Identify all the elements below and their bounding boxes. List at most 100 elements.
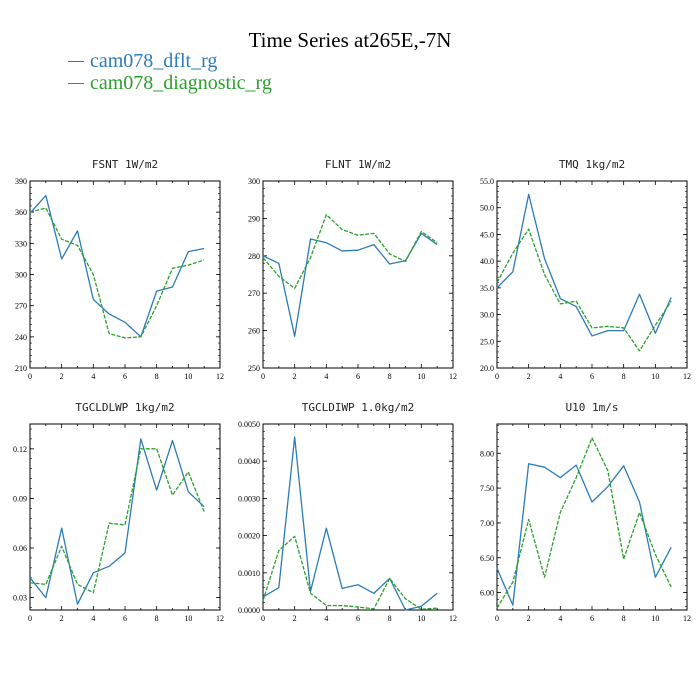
series-line (29, 438, 205, 605)
y-tick-label: 0.12 (13, 445, 27, 454)
y-tick-label: 270 (15, 302, 27, 311)
y-tick-label: 0.0040 (238, 457, 260, 466)
legend: cam078_dflt_rg cam078_diagnostic_rg (68, 50, 272, 94)
plot-frame (262, 423, 454, 611)
y-tick-label: 7.00 (480, 519, 494, 528)
x-tick-label: 10 (417, 372, 425, 381)
series-line (29, 194, 205, 338)
y-tick-label: 280 (248, 252, 260, 261)
panel-title: TGCLDIWP 1.0kg/m2 (302, 401, 415, 414)
series-line (496, 463, 672, 606)
x-tick-label: 0 (261, 614, 265, 623)
x-tick-label: 2 (293, 614, 297, 623)
x-tick-label: 12 (449, 614, 457, 623)
y-tick-label: 270 (248, 289, 260, 298)
y-tick-label: 0.0020 (238, 532, 260, 541)
y-tick-label: 8.00 (480, 449, 494, 458)
panel-title: U10 1m/s (566, 401, 619, 414)
x-tick-label: 0 (28, 614, 32, 623)
legend-entry: cam078_diagnostic_rg (68, 72, 272, 94)
legend-line-swatch (68, 82, 84, 84)
y-tick-label: 6.50 (480, 554, 494, 563)
y-tick-label: 0.0050 (238, 420, 260, 429)
x-tick-label: 4 (91, 372, 95, 381)
y-tick-label: 360 (15, 208, 27, 217)
x-tick-label: 2 (527, 614, 531, 623)
chart-panel: TMQ 1kg/m2 0 2 4 6 8 10 12 20.0 25.0 30.0 35.0 40.0 4… (480, 158, 691, 381)
plot-frame (29, 180, 221, 369)
y-tick-label: 300 (248, 177, 260, 186)
x-tick-label: 10 (417, 614, 425, 623)
y-tick-label: 35.0 (480, 284, 494, 293)
x-tick-label: 8 (155, 614, 159, 623)
series-line (262, 436, 438, 611)
chart-panel: FLNT 1W/m2 0 2 4 6 8 10 12 250 260 270 280 290 300 (248, 158, 457, 381)
y-tick-label: 0.09 (13, 494, 27, 503)
chart-panel: TGCLDIWP 1.0kg/m2 0 2 4 6 8 10 12 0.0000 0.0010 0.… (238, 401, 457, 623)
x-tick-label: 0 (28, 372, 32, 381)
plot-frame (496, 423, 688, 611)
legend-entry: cam078_dflt_rg (68, 50, 272, 72)
x-tick-label: 0 (495, 614, 499, 623)
figure-title: Time Series at265E,-7N (248, 28, 452, 52)
series-line (29, 448, 205, 594)
x-tick-label: 6 (356, 372, 360, 381)
chart-panel: TGCLDLWP 1kg/m2 0 2 4 6 8 10 12 0.03 0.06 0.09 0.12 (13, 401, 224, 623)
series-line (496, 193, 672, 337)
x-tick-label: 0 (495, 372, 499, 381)
x-tick-label: 2 (60, 372, 64, 381)
y-tick-label: 20.0 (480, 364, 494, 373)
x-tick-label: 12 (683, 372, 691, 381)
series-line (496, 228, 672, 352)
y-tick-label: 55.0 (480, 177, 494, 186)
y-tick-label: 25.0 (480, 337, 494, 346)
x-tick-label: 0 (261, 372, 265, 381)
x-tick-label: 2 (527, 372, 531, 381)
y-tick-label: 0.0030 (238, 494, 260, 503)
series-line (496, 437, 672, 609)
x-tick-label: 12 (216, 614, 224, 623)
series-line (262, 232, 438, 337)
series-line (262, 214, 438, 289)
x-tick-label: 4 (558, 372, 562, 381)
x-tick-label: 2 (60, 614, 64, 623)
y-tick-label: 330 (15, 239, 27, 248)
x-tick-label: 8 (388, 614, 392, 623)
x-tick-label: 10 (184, 372, 192, 381)
y-tick-label: 7.50 (480, 484, 494, 493)
y-tick-label: 0.03 (13, 594, 27, 603)
x-tick-label: 8 (622, 614, 626, 623)
legend-label: cam078_dflt_rg (90, 50, 218, 72)
x-tick-label: 4 (91, 614, 95, 623)
y-tick-label: 30.0 (480, 311, 494, 320)
legend-label: cam078_diagnostic_rg (90, 72, 272, 94)
x-tick-label: 8 (388, 372, 392, 381)
y-tick-label: 0.0000 (238, 606, 260, 615)
x-tick-label: 8 (155, 372, 159, 381)
x-tick-label: 6 (590, 614, 594, 623)
y-tick-label: 45.0 (480, 230, 494, 239)
y-tick-label: 0.06 (13, 544, 27, 553)
x-tick-label: 2 (293, 372, 297, 381)
y-tick-label: 0.0010 (238, 569, 260, 578)
chart-panel: FSNT 1W/m2 0 2 4 6 8 10 12 210 240 270 300 330 360 390 (15, 158, 224, 381)
y-tick-label: 250 (248, 364, 260, 373)
panel-title: FLNT 1W/m2 (325, 158, 391, 171)
x-tick-label: 10 (184, 614, 192, 623)
x-tick-label: 12 (449, 372, 457, 381)
plot-frame (262, 180, 454, 369)
chart-panel: U10 1m/s 0 2 4 6 8 10 12 6.00 6.50 7.00 7.50 8.00 (480, 401, 691, 623)
x-tick-label: 6 (123, 372, 127, 381)
legend-line-swatch (68, 60, 84, 62)
x-tick-label: 4 (324, 372, 328, 381)
y-tick-label: 6.00 (480, 589, 494, 598)
x-tick-label: 10 (651, 372, 659, 381)
y-tick-label: 390 (15, 177, 27, 186)
y-tick-label: 260 (248, 327, 260, 336)
series-line (29, 207, 205, 339)
x-tick-label: 12 (216, 372, 224, 381)
x-tick-label: 4 (558, 614, 562, 623)
plot-frame (29, 423, 221, 611)
